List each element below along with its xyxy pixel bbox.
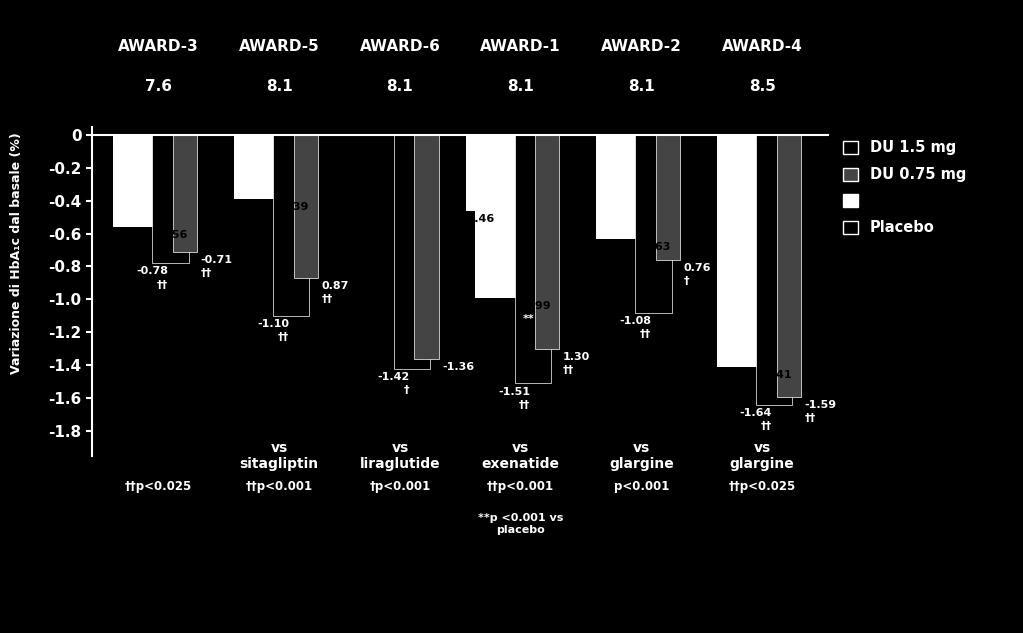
Text: -1.42: -1.42: [377, 372, 409, 382]
Bar: [394, 135, 430, 368]
Text: 0.56: 0.56: [161, 230, 188, 241]
Text: 0.99: 0.99: [523, 301, 550, 311]
Text: ††: ††: [761, 421, 772, 431]
Bar: [535, 135, 560, 349]
Bar: [476, 135, 542, 298]
Text: ††: ††: [804, 413, 815, 423]
Text: AWARD-3: AWARD-3: [118, 39, 198, 54]
Text: 7.6: 7.6: [145, 78, 172, 94]
Text: -0.46: -0.46: [462, 214, 494, 224]
Text: 8.1: 8.1: [628, 78, 655, 94]
Text: ††: ††: [563, 365, 574, 375]
Text: -1.64: -1.64: [740, 408, 772, 418]
Text: 0.63: 0.63: [643, 242, 671, 252]
Bar: [152, 135, 188, 263]
Text: 1.41: 1.41: [764, 370, 792, 380]
Bar: [294, 135, 318, 278]
Text: 8.1: 8.1: [507, 78, 534, 94]
Text: 0.87: 0.87: [321, 281, 349, 291]
Bar: [515, 135, 551, 384]
Text: vs: vs: [754, 441, 771, 455]
Text: †p<0.001: †p<0.001: [369, 480, 431, 494]
Bar: [776, 135, 801, 396]
Bar: [273, 135, 309, 316]
Text: Variazione di HbA₁c dal basale (%): Variazione di HbA₁c dal basale (%): [10, 132, 24, 374]
Text: liraglutide: liraglutide: [360, 458, 440, 472]
Text: sitagliptin: sitagliptin: [239, 458, 319, 472]
Text: ††p<0.001: ††p<0.001: [246, 480, 313, 494]
Bar: [234, 135, 301, 199]
Text: -1.36: -1.36: [442, 362, 475, 372]
Bar: [635, 135, 672, 313]
Text: AWARD-2: AWARD-2: [602, 39, 682, 54]
Text: -0.71: -0.71: [201, 255, 233, 265]
Text: ††: ††: [277, 332, 288, 342]
Text: p<0.001: p<0.001: [614, 480, 669, 494]
Text: 0.39: 0.39: [281, 203, 309, 212]
Text: **p <0.001 vs
placebo: **p <0.001 vs placebo: [478, 513, 564, 535]
Text: exenatide: exenatide: [482, 458, 560, 472]
Bar: [466, 135, 491, 211]
Text: -0.78: -0.78: [136, 266, 168, 277]
Text: 0.76: 0.76: [683, 263, 711, 273]
Text: AWARD-1: AWARD-1: [481, 39, 561, 54]
Text: vs: vs: [633, 441, 650, 455]
Text: -1.51: -1.51: [498, 387, 530, 397]
Text: **: **: [523, 314, 535, 324]
Text: ††: ††: [201, 268, 212, 278]
Bar: [414, 135, 439, 359]
Text: -1.10: -1.10: [257, 319, 288, 329]
Text: 8.5: 8.5: [749, 78, 775, 94]
Text: glargine: glargine: [609, 458, 674, 472]
Bar: [173, 135, 197, 252]
Text: vs: vs: [392, 441, 408, 455]
Legend: DU 1.5 mg, DU 0.75 mg, , Placebo: DU 1.5 mg, DU 0.75 mg, , Placebo: [843, 141, 966, 235]
Bar: [656, 135, 680, 260]
Text: ††p<0.025: ††p<0.025: [728, 480, 796, 494]
Text: vs: vs: [513, 441, 529, 455]
Text: 8.1: 8.1: [266, 78, 293, 94]
Bar: [756, 135, 793, 404]
Text: ††: ††: [639, 329, 651, 339]
Text: ††: ††: [157, 280, 168, 290]
Bar: [717, 135, 784, 367]
Text: -1.59: -1.59: [804, 400, 837, 410]
Bar: [114, 135, 180, 227]
Text: ††: ††: [519, 400, 530, 410]
Text: glargine: glargine: [729, 458, 795, 472]
Text: †: †: [683, 277, 690, 286]
Text: ††p<0.025: ††p<0.025: [125, 480, 192, 494]
Text: AWARD-6: AWARD-6: [359, 39, 441, 54]
Text: ††p<0.001: ††p<0.001: [487, 480, 554, 494]
Text: 8.1: 8.1: [387, 78, 413, 94]
Text: AWARD-5: AWARD-5: [238, 39, 319, 54]
Text: -1.08: -1.08: [619, 316, 651, 326]
Text: †: †: [404, 385, 409, 395]
Text: vs: vs: [271, 441, 287, 455]
Text: 1.30: 1.30: [563, 352, 590, 362]
Bar: [596, 135, 663, 239]
Text: ††: ††: [321, 294, 332, 304]
Text: AWARD-4: AWARD-4: [722, 39, 803, 54]
